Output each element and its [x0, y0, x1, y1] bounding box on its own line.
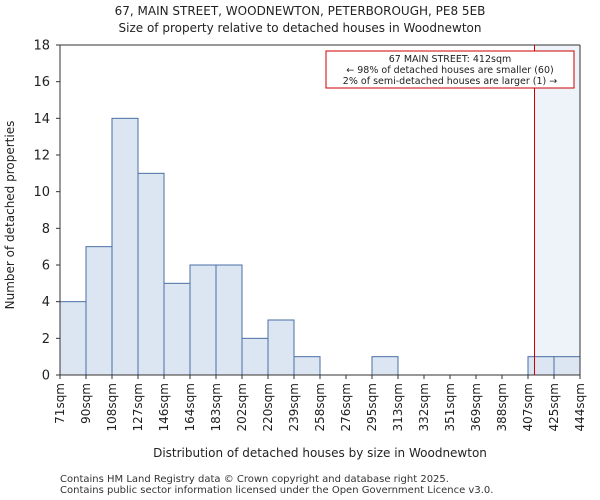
chart-title: 67, MAIN STREET, WOODNEWTON, PETERBOROUG… [114, 4, 486, 18]
x-tick-label-332sqm: 332sqm [417, 383, 431, 431]
y-tick-label-18: 18 [33, 39, 50, 54]
y-axis-label: Number of detached properties [3, 121, 17, 310]
y-tick-label-12: 12 [33, 149, 50, 164]
y-axis: 0 2 4 6 8 10 12 14 16 18 [33, 39, 581, 384]
x-tick-label-369sqm: 369sqm [469, 383, 483, 431]
bar-108sqm [111, 117, 139, 376]
y-tick-label-2: 2 [42, 332, 50, 347]
y-tick-label-0: 0 [42, 369, 50, 384]
x-axis-label: Distribution of detached houses by size … [153, 446, 487, 460]
bar-164sqm [189, 264, 217, 376]
larger-region-shade [534, 45, 580, 375]
bar-183sqm [215, 264, 243, 376]
bar-239sqm [293, 356, 321, 376]
bars-group [59, 45, 581, 376]
x-axis: 71sqm 90sqm 108sqm 127sqm 146sqm 164sqm 183sqm… [53, 374, 587, 431]
x-tick-label-295sqm: 295sqm [365, 383, 379, 431]
x-tick-label-90sqm: 90sqm [79, 383, 93, 424]
x-tick-label-388sqm: 388sqm [495, 383, 509, 431]
y-tick-label-10: 10 [33, 185, 50, 200]
chart-subtitle: Size of property relative to detached ho… [118, 21, 482, 35]
x-tick-label-444sqm: 444sqm [573, 383, 587, 431]
bar-425sqm [553, 356, 581, 376]
bar-127sqm [137, 172, 165, 376]
marker-label-2: ← 98% of detached houses are smaller (60… [346, 65, 553, 76]
bar-220sqm [267, 319, 295, 376]
property-marker: 67 MAIN STREET: 412sqm← 98% of detached … [325, 45, 575, 375]
y-tick-label-6: 6 [42, 259, 50, 274]
x-tick-label-407sqm: 407sqm [521, 383, 535, 431]
footer-line-2: Contains public sector information licen… [60, 485, 494, 496]
marker-label-1: 67 MAIN STREET: 412sqm [389, 54, 512, 65]
marker-label-3: 2% of semi-detached houses are larger (1… [343, 76, 557, 87]
bar-202sqm [241, 337, 269, 376]
y-tick-label-8: 8 [42, 222, 50, 237]
x-tick-label-351sqm: 351sqm [443, 383, 457, 431]
x-tick-label-202sqm: 202sqm [235, 383, 249, 431]
bar-90sqm [85, 246, 113, 376]
x-tick-label-164sqm: 164sqm [183, 383, 197, 431]
bar-146sqm [163, 282, 191, 376]
x-tick-label-425sqm: 425sqm [547, 383, 561, 431]
bar-71sqm [59, 301, 87, 376]
x-tick-label-71sqm: 71sqm [53, 383, 67, 424]
marker-annotation-box [325, 50, 575, 89]
x-tick-label-258sqm: 258sqm [313, 383, 327, 431]
footer-line-1: Contains HM Land Registry data © Crown c… [60, 474, 449, 485]
bar-407sqm [527, 356, 555, 376]
x-tick-label-108sqm: 108sqm [105, 383, 119, 431]
x-tick-label-276sqm: 276sqm [339, 383, 353, 431]
y-tick-label-4: 4 [42, 295, 50, 310]
y-tick-label-14: 14 [33, 112, 50, 127]
x-tick-label-239sqm: 239sqm [287, 383, 301, 431]
bar-295sqm [371, 356, 399, 376]
y-tick-label-16: 16 [33, 75, 50, 90]
x-tick-label-146sqm: 146sqm [157, 383, 171, 431]
x-tick-label-220sqm: 220sqm [261, 383, 275, 431]
x-tick-label-183sqm: 183sqm [209, 383, 223, 431]
x-tick-label-313sqm: 313sqm [391, 383, 405, 431]
x-tick-label-127sqm: 127sqm [131, 383, 145, 431]
